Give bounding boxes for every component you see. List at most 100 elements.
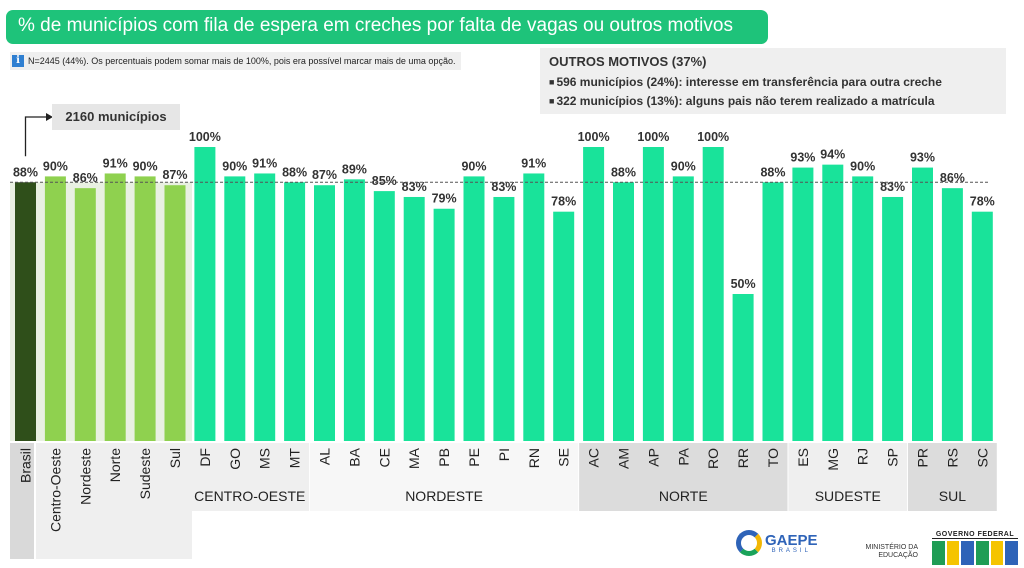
- bar: [822, 164, 844, 441]
- category-label: ES: [795, 448, 811, 467]
- gaepe-mark-icon: [736, 530, 762, 556]
- data-label: 87%: [162, 168, 187, 182]
- label-panel-regions: [36, 443, 192, 559]
- category-label: BA: [346, 447, 362, 466]
- gaepe-name: GAEPE: [765, 531, 818, 549]
- category-label: GO: [227, 448, 243, 470]
- bar: [433, 208, 455, 441]
- bar: [882, 196, 904, 441]
- data-label: 91%: [103, 156, 128, 170]
- category-label: AC: [586, 448, 602, 467]
- bar: [762, 182, 784, 441]
- government-label: GOVERNO FEDERAL: [932, 531, 1018, 539]
- bar: [583, 147, 605, 441]
- bar: [672, 176, 694, 441]
- category-label: AM: [616, 448, 632, 469]
- data-label: 79%: [432, 192, 457, 206]
- bar: [343, 179, 365, 441]
- bar: [164, 185, 186, 441]
- callout-arrowhead: [46, 113, 53, 121]
- other-reasons-item: ■ 322 municípios (13%): alguns pais não t…: [549, 94, 935, 108]
- data-label: 100%: [697, 130, 729, 144]
- data-label: 88%: [13, 165, 38, 179]
- category-label: Brasil: [18, 448, 34, 483]
- bar: [74, 188, 96, 441]
- category-label: PE: [466, 448, 482, 467]
- group-panel: [310, 443, 579, 511]
- bar: [104, 173, 126, 441]
- category-label: PI: [496, 448, 512, 461]
- data-label: 86%: [73, 171, 98, 185]
- category-label: SE: [556, 448, 572, 467]
- category-label: Nordeste: [77, 448, 93, 505]
- data-label: 85%: [372, 174, 397, 188]
- gaepe-logo: GAEPE BRASIL: [736, 530, 818, 556]
- callout-arrow: [24, 116, 50, 157]
- group-panel: [190, 443, 310, 511]
- category-label: RN: [526, 448, 542, 468]
- group-label: NORTE: [659, 488, 708, 504]
- callout-label: 2160 municípios: [52, 104, 180, 130]
- category-label: PB: [436, 448, 452, 467]
- bar: [912, 167, 933, 441]
- group-label: NORDESTE: [405, 488, 483, 504]
- data-label: 90%: [461, 159, 486, 173]
- bar: [194, 147, 216, 441]
- data-label: 78%: [970, 195, 995, 209]
- group-panel: [908, 443, 997, 511]
- category-label: RO: [705, 448, 721, 469]
- title-banner: % de municípios com fila de espera em cr…: [6, 10, 768, 44]
- category-label: PR: [915, 448, 931, 467]
- bar: [941, 188, 963, 441]
- data-label: 83%: [880, 180, 905, 194]
- data-label: 88%: [611, 165, 636, 179]
- category-label: Norte: [107, 448, 123, 482]
- group-label: CENTRO-OESTE: [194, 488, 305, 504]
- category-label: Sul: [167, 448, 183, 468]
- data-label: 93%: [910, 151, 935, 165]
- category-label: TO: [765, 448, 781, 467]
- category-label: RS: [944, 448, 960, 467]
- bar: [44, 176, 66, 441]
- data-label: 100%: [637, 130, 669, 144]
- bar: [642, 147, 664, 441]
- category-label: RR: [735, 448, 751, 468]
- bar: [314, 185, 335, 441]
- bar: [792, 167, 814, 441]
- ministry-logo: MINISTÉRIO DA EDUCAÇÃO: [865, 544, 918, 560]
- category-label: MG: [825, 448, 841, 471]
- bar: [702, 147, 724, 441]
- data-label: 50%: [731, 277, 756, 291]
- data-label: 88%: [282, 165, 307, 179]
- data-label: 78%: [551, 195, 576, 209]
- data-label: 100%: [189, 130, 221, 144]
- data-label: 90%: [222, 159, 247, 173]
- bar: [373, 191, 395, 441]
- bar: [613, 182, 634, 441]
- sample-note-text: N=2445 (44%). Os percentuais podem somar…: [28, 56, 456, 66]
- category-label: CE: [376, 448, 392, 467]
- label-panel-brasil: [10, 443, 34, 559]
- bar: [463, 176, 485, 441]
- bar: [15, 182, 36, 441]
- chart-title: % de municípios com fila de espera em cr…: [18, 15, 733, 36]
- bar: [254, 173, 276, 441]
- category-label: AL: [317, 448, 333, 465]
- bar: [403, 196, 425, 441]
- category-label: Centro-Oeste: [47, 448, 63, 532]
- category-label: MA: [406, 447, 422, 469]
- group-label: SUL: [939, 488, 966, 504]
- bar: [523, 173, 545, 441]
- data-label: 90%: [43, 159, 68, 173]
- data-label: 91%: [521, 156, 546, 170]
- bar: [971, 211, 993, 441]
- category-label: PA: [675, 447, 691, 465]
- reference-area: [10, 182, 192, 441]
- brasil-flag-icon: [932, 541, 1019, 565]
- bar: [493, 196, 515, 441]
- bar: [553, 211, 575, 441]
- data-label: 86%: [940, 171, 965, 185]
- data-label: 87%: [312, 168, 337, 182]
- other-reasons-item-text: 596 municípios (24%): interesse em trans…: [556, 75, 942, 89]
